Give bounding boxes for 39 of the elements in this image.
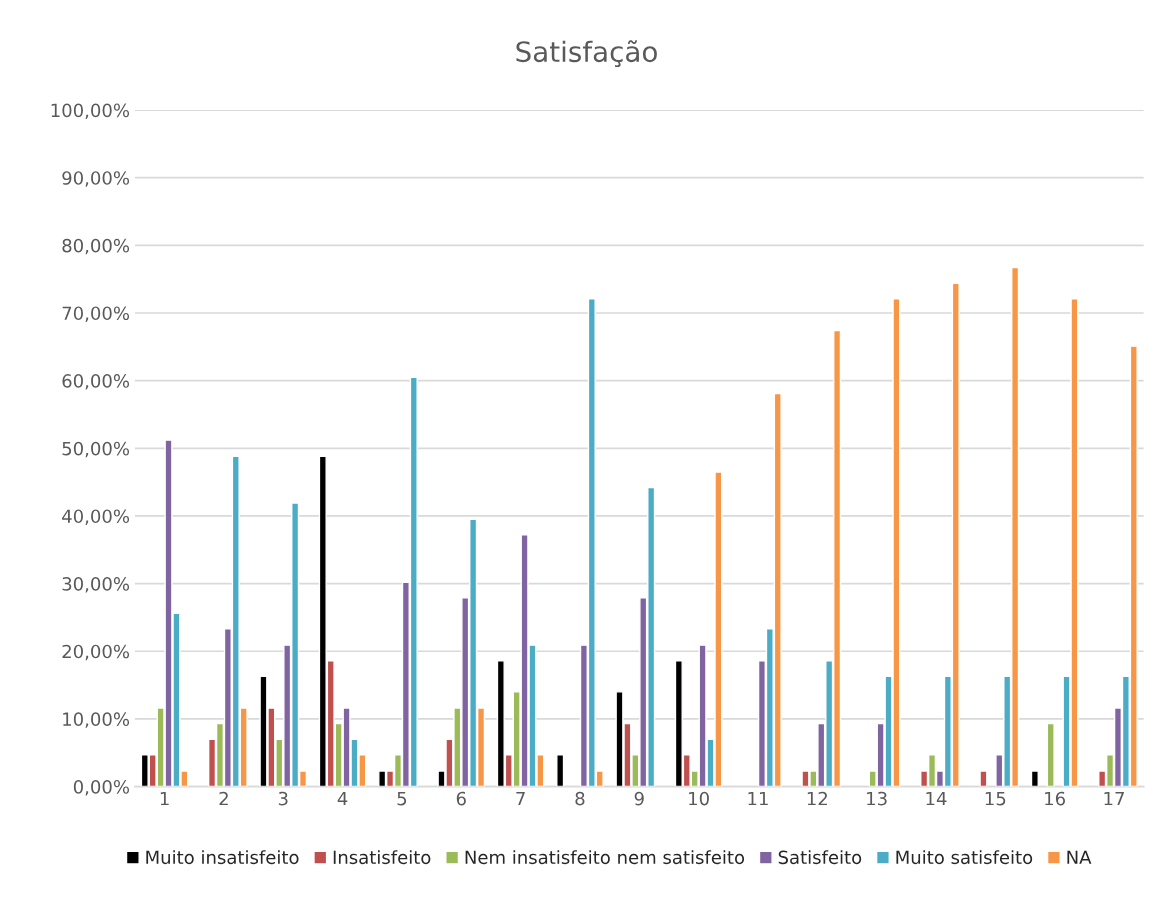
y-tick-label: 30,00% (62, 577, 130, 593)
bar (1046, 722, 1055, 787)
x-tick-label: 9 (634, 791, 644, 806)
x-tick-label: 16 (1045, 791, 1066, 806)
legend-label: Muito satisfeito (896, 850, 1033, 865)
x-tick-label: 4 (337, 791, 348, 806)
y-tick-label: 50,00% (62, 441, 130, 458)
y-tick-label: 0,00% (73, 780, 130, 796)
y-tick-label: 60,00% (62, 374, 130, 390)
x-tick-label: 17 (1104, 791, 1124, 806)
x-tick-label: 12 (807, 791, 827, 806)
y-tick-label: 90,00% (62, 171, 130, 187)
legend-label: Insatisfeito (333, 850, 431, 865)
y-tick-label: 70,00% (62, 306, 130, 322)
legend-label: Muito insatisfeito (146, 850, 299, 865)
y-tick-label: 10,00% (63, 712, 130, 728)
x-tick-label: 15 (985, 791, 1006, 806)
y-tick-label: 100,00% (51, 103, 130, 119)
legend-label: NA (1067, 850, 1092, 864)
legend-label: Satisfeito (778, 850, 862, 865)
x-tick-label: 6 (456, 791, 466, 806)
bar (1030, 770, 1039, 787)
y-tick-label: 40,00% (62, 509, 130, 525)
chart-title: Satisfação (516, 40, 657, 68)
x-tick-label: 8 (575, 791, 585, 806)
x-tick-label: 2 (219, 791, 228, 806)
x-tick-label: 13 (867, 791, 887, 806)
bar (979, 770, 988, 787)
x-tick-label: 5 (397, 791, 407, 806)
legend-label: Nem insatisfeito nem satisfeito (465, 850, 745, 865)
y-tick-label: 80,00% (62, 238, 130, 255)
x-tick-label: 1 (160, 791, 169, 806)
y-tick-label: 20,00% (62, 644, 130, 661)
bar (556, 754, 565, 787)
x-tick-label: 10 (689, 791, 709, 806)
x-tick-label: 14 (926, 791, 947, 806)
x-tick-label: 3 (278, 791, 288, 806)
x-tick-label: 7 (516, 791, 525, 806)
x-tick-label: 11 (748, 791, 768, 806)
